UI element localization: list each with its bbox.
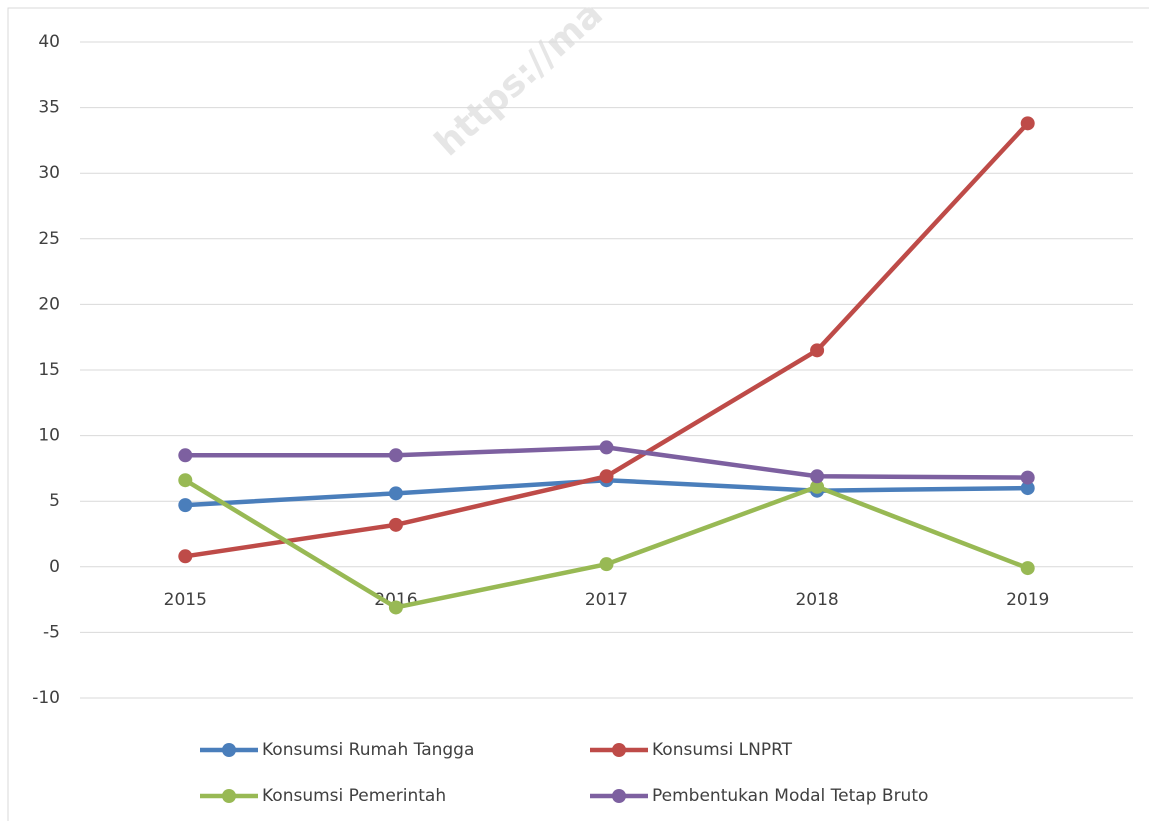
y-tick-label: -10 [32,688,60,708]
data-point [1020,481,1035,496]
y-tick-label: 5 [49,491,60,511]
data-point [810,343,825,358]
data-point [1020,561,1035,576]
data-point [388,486,403,501]
legend-label: Konsumsi LNPRT [652,740,793,760]
y-tick-label: 40 [38,32,60,52]
legend-label: Pembentukan Modal Tetap Bruto [652,786,928,806]
y-tick-label: 30 [38,163,60,183]
x-tick-label: 2017 [585,590,628,610]
data-point [599,557,614,572]
legend-label: Konsumsi Pemerintah [262,786,446,806]
chart-border [7,7,1149,821]
data-point [388,517,403,532]
y-tick-label: 25 [38,229,60,249]
x-tick-label: 2015 [164,590,207,610]
y-tick-label: -5 [43,622,60,642]
legend-marker [222,789,236,803]
data-point [599,469,614,484]
x-tick-label: 2019 [1006,590,1049,610]
data-point [388,600,403,615]
y-tick-label: 0 [49,557,60,577]
y-tick-label: 10 [38,426,60,446]
legend-marker [222,743,236,757]
legend-label: Konsumsi Rumah Tangga [262,740,474,760]
y-tick-label: 15 [38,360,60,380]
data-point [1020,116,1035,131]
data-point [178,473,193,488]
data-point [388,448,403,463]
data-point [810,469,825,484]
legend-marker [612,743,626,757]
y-tick-label: 35 [38,98,60,118]
data-point [178,448,193,463]
y-tick-label: 20 [38,294,60,314]
data-point [810,479,825,494]
x-tick-label: 2018 [795,590,838,610]
data-point [599,440,614,455]
data-point [1020,470,1035,485]
legend-marker [612,789,626,803]
data-point [178,498,193,513]
data-point [178,549,193,564]
